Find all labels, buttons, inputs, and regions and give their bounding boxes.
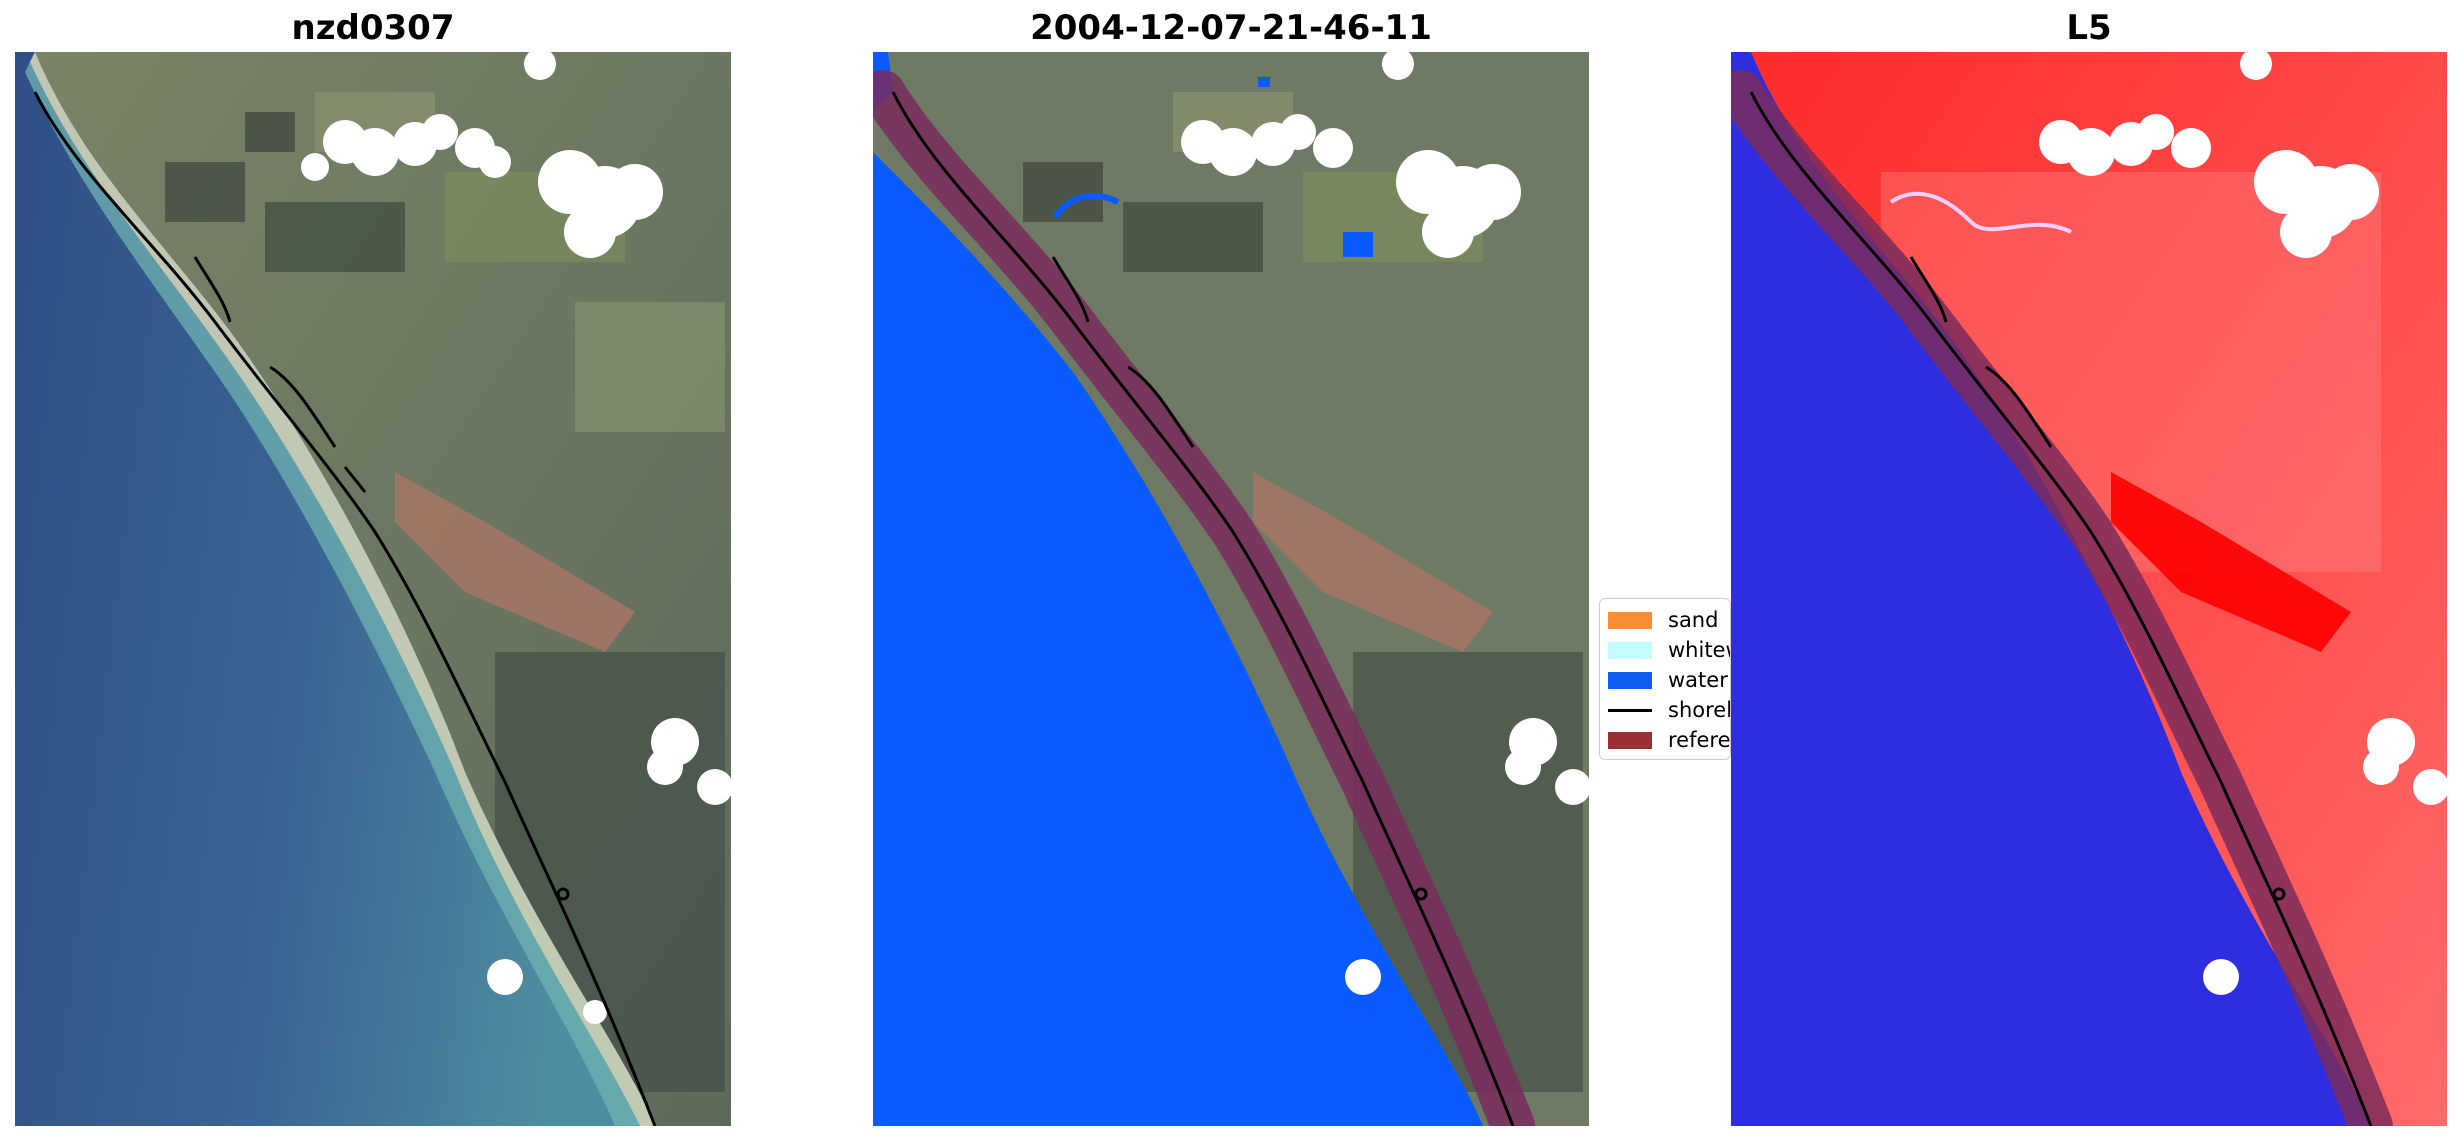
rgb-satellite-image	[15, 52, 731, 1126]
index-panel	[1731, 52, 2447, 1126]
legend-line-shoreline	[1608, 708, 1652, 712]
legend-swatch-whitewater	[1608, 641, 1652, 659]
legend-item-shoreline: shoreline	[1608, 697, 1731, 723]
legend-label-sand: sand	[1668, 608, 1719, 632]
rgb-image-panel	[15, 52, 731, 1126]
index-image	[1731, 52, 2447, 1126]
panel-title-classification: 2004-12-07-21-46-11	[1030, 8, 1432, 48]
legend-swatch-water	[1608, 671, 1652, 689]
legend-label-water: water	[1668, 668, 1728, 692]
legend-item-sand: sand	[1608, 607, 1730, 633]
panel-title-rgb: nzd0307	[291, 8, 455, 48]
panel-title-index: L5	[2066, 8, 2112, 48]
legend-label-reference-buffer: reference shoreline buffer	[1668, 728, 1731, 752]
legend-label-shoreline: shoreline	[1668, 698, 1731, 722]
legend-item-reference-buffer: reference shoreline buffer	[1608, 727, 1731, 753]
legend-swatch-sand	[1608, 611, 1652, 629]
legend-item-water: water	[1608, 667, 1730, 693]
classification-image	[873, 52, 1589, 1126]
legend-swatch-reference-buffer	[1608, 731, 1652, 749]
classification-panel	[873, 52, 1589, 1126]
